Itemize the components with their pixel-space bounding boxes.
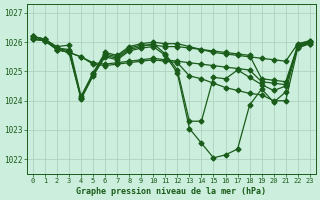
X-axis label: Graphe pression niveau de la mer (hPa): Graphe pression niveau de la mer (hPa) [76,187,266,196]
